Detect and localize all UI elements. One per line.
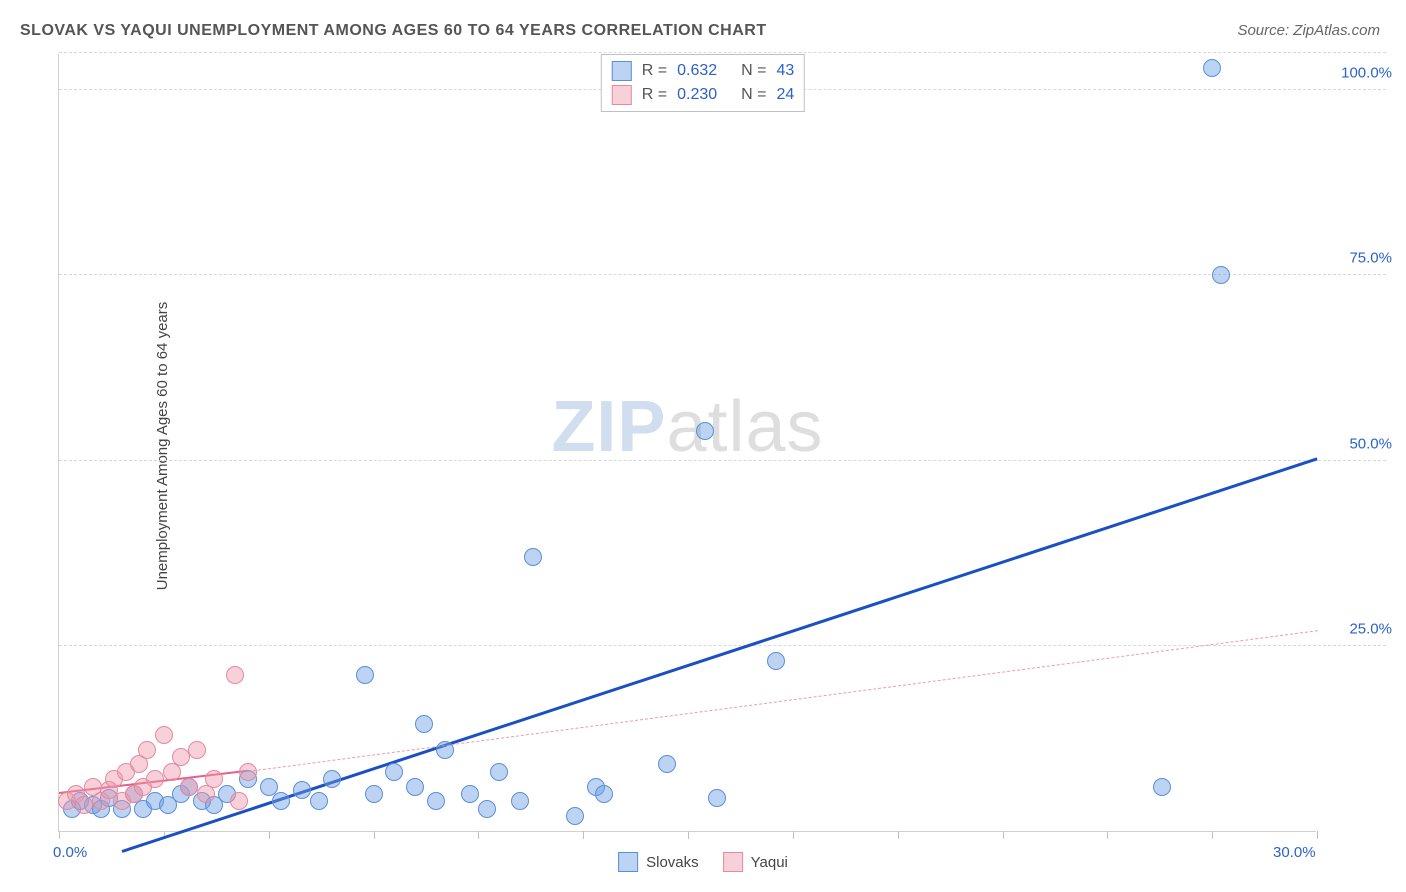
data-point	[272, 792, 290, 810]
x-tick	[1317, 831, 1318, 839]
x-tick	[1003, 831, 1004, 839]
chart-container: SLOVAK VS YAQUI UNEMPLOYMENT AMONG AGES …	[0, 0, 1406, 892]
legend-item: Slovaks	[618, 852, 699, 872]
x-tick	[898, 831, 899, 839]
data-point	[461, 785, 479, 803]
x-tick	[374, 831, 375, 839]
data-point	[1212, 266, 1230, 284]
gridline	[59, 645, 1386, 646]
data-point	[767, 652, 785, 670]
stat-n-value: 24	[776, 86, 794, 104]
data-point	[427, 792, 445, 810]
gridline	[59, 274, 1386, 275]
data-point	[323, 770, 341, 788]
x-tick	[269, 831, 270, 839]
legend-swatch	[612, 85, 632, 105]
legend-swatch	[723, 852, 743, 872]
x-tick	[1107, 831, 1108, 839]
legend-label: Slovaks	[646, 854, 699, 871]
y-tick-label: 75.0%	[1349, 250, 1392, 267]
stat-r-label: R =	[642, 86, 667, 104]
data-point	[490, 763, 508, 781]
data-point	[239, 763, 257, 781]
legend-label: Yaqui	[751, 854, 788, 871]
data-point	[385, 763, 403, 781]
correlation-stat-box: R = 0.632 N = 43 R = 0.230 N = 24	[601, 54, 805, 112]
watermark: ZIPatlas	[551, 386, 823, 468]
y-tick-label: 25.0%	[1349, 620, 1392, 637]
stat-r-value: 0.632	[677, 62, 731, 80]
data-point	[415, 715, 433, 733]
data-point	[188, 741, 206, 759]
stat-r-label: R =	[642, 62, 667, 80]
data-point	[172, 748, 190, 766]
stat-n-label: N =	[741, 86, 766, 104]
data-point	[205, 770, 223, 788]
x-tick	[1212, 831, 1213, 839]
data-point	[146, 770, 164, 788]
data-point	[566, 807, 584, 825]
data-point	[511, 792, 529, 810]
data-point	[310, 792, 328, 810]
data-point	[180, 778, 198, 796]
stat-row: R = 0.632 N = 43	[612, 59, 794, 83]
x-tick-label: 0.0%	[53, 844, 87, 861]
data-point	[696, 422, 714, 440]
data-point	[138, 741, 156, 759]
y-tick-label: 50.0%	[1349, 435, 1392, 452]
data-point	[356, 666, 374, 684]
data-point	[658, 755, 676, 773]
x-tick-label: 30.0%	[1273, 844, 1316, 861]
data-point	[478, 800, 496, 818]
legend-swatch	[612, 61, 632, 81]
data-point	[1203, 59, 1221, 77]
x-tick	[478, 831, 479, 839]
data-point	[155, 726, 173, 744]
data-point	[1153, 778, 1171, 796]
data-point	[226, 666, 244, 684]
legend: Slovaks Yaqui	[618, 852, 788, 872]
x-tick	[688, 831, 689, 839]
x-tick	[583, 831, 584, 839]
data-point	[708, 789, 726, 807]
stat-row: R = 0.230 N = 24	[612, 83, 794, 107]
x-tick	[793, 831, 794, 839]
plot-area: ZIPatlas 25.0%50.0%75.0%100.0%0.0%30.0%	[58, 54, 1316, 832]
legend-swatch	[618, 852, 638, 872]
data-point	[75, 796, 93, 814]
x-tick	[59, 831, 60, 839]
stat-n-value: 43	[776, 62, 794, 80]
data-point	[260, 778, 278, 796]
data-point	[524, 548, 542, 566]
trend-line	[248, 630, 1317, 772]
source-attribution: Source: ZipAtlas.com	[1237, 22, 1380, 39]
stat-r-value: 0.230	[677, 86, 731, 104]
data-point	[406, 778, 424, 796]
data-point	[595, 785, 613, 803]
data-point	[293, 781, 311, 799]
y-tick-label: 100.0%	[1341, 65, 1392, 82]
legend-item: Yaqui	[723, 852, 788, 872]
data-point	[436, 741, 454, 759]
gridline	[59, 460, 1386, 461]
gridline	[59, 52, 1386, 53]
stat-n-label: N =	[741, 62, 766, 80]
chart-title: SLOVAK VS YAQUI UNEMPLOYMENT AMONG AGES …	[20, 22, 767, 40]
data-point	[230, 792, 248, 810]
data-point	[365, 785, 383, 803]
